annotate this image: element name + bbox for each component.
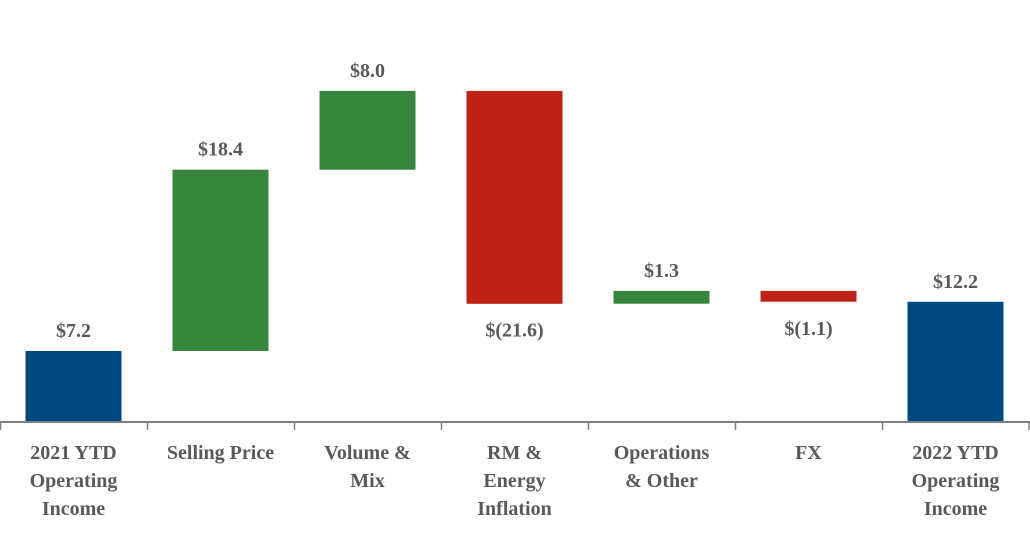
category-label-4: Operations & Other [614, 442, 710, 492]
category-label-0-line-0: 2021 YTD [30, 442, 116, 464]
bar-1 [172, 169, 269, 351]
category-label-4-line-0: Operations [614, 442, 710, 464]
category-label-0-line-1: Operating [30, 470, 118, 492]
category-label-2: Volume & Mix [324, 442, 410, 492]
bar-5 [760, 290, 857, 302]
value-label-4: $1.3 [644, 260, 679, 282]
value-label-6: $12.2 [933, 271, 978, 293]
category-label-1: Selling Price [167, 442, 274, 464]
category-label-0: 2021 YTD Operating Income [30, 442, 118, 520]
category-label-0-line-2: Income [42, 498, 105, 520]
category-label-6-line-1: Operating [912, 470, 1000, 492]
value-label-2: $8.0 [350, 60, 385, 82]
value-label-1: $18.4 [198, 139, 243, 161]
bar-0 [25, 351, 122, 422]
category-label-2-line-1: Mix [350, 470, 384, 492]
x-axis-ticks-group [0, 422, 1030, 430]
category-label-6: 2022 YTD Operating Income [912, 442, 1000, 520]
bar-3 [466, 90, 563, 304]
category-label-4-line-1: & Other [625, 470, 698, 492]
category-label-3: RM & Energy Inflation [477, 442, 551, 520]
category-label-5: FX [795, 442, 822, 464]
value-labels-group: $7.2 $18.4 $8.0 $(21.6) $1.3 $(1.1) $12.2 [56, 60, 978, 342]
category-label-1-line-0: Selling Price [167, 442, 274, 464]
value-label-3: $(21.6) [485, 320, 543, 342]
bar-2 [319, 90, 416, 170]
category-label-3-line-1: Energy [483, 470, 545, 492]
category-label-3-line-2: Inflation [477, 498, 551, 520]
bars-group [25, 90, 1004, 422]
category-label-5-line-0: FX [795, 442, 822, 464]
value-label-5: $(1.1) [784, 318, 832, 340]
value-label-0: $7.2 [56, 320, 91, 342]
category-labels-group: 2021 YTD Operating Income Selling Price Volu… [30, 442, 1000, 520]
category-label-6-line-0: 2022 YTD [912, 442, 998, 464]
bar-4 [613, 290, 710, 304]
category-label-3-line-0: RM & [487, 442, 542, 464]
bar-6 [907, 301, 1004, 422]
category-label-6-line-2: Income [924, 498, 987, 520]
category-label-2-line-0: Volume & [324, 442, 410, 464]
